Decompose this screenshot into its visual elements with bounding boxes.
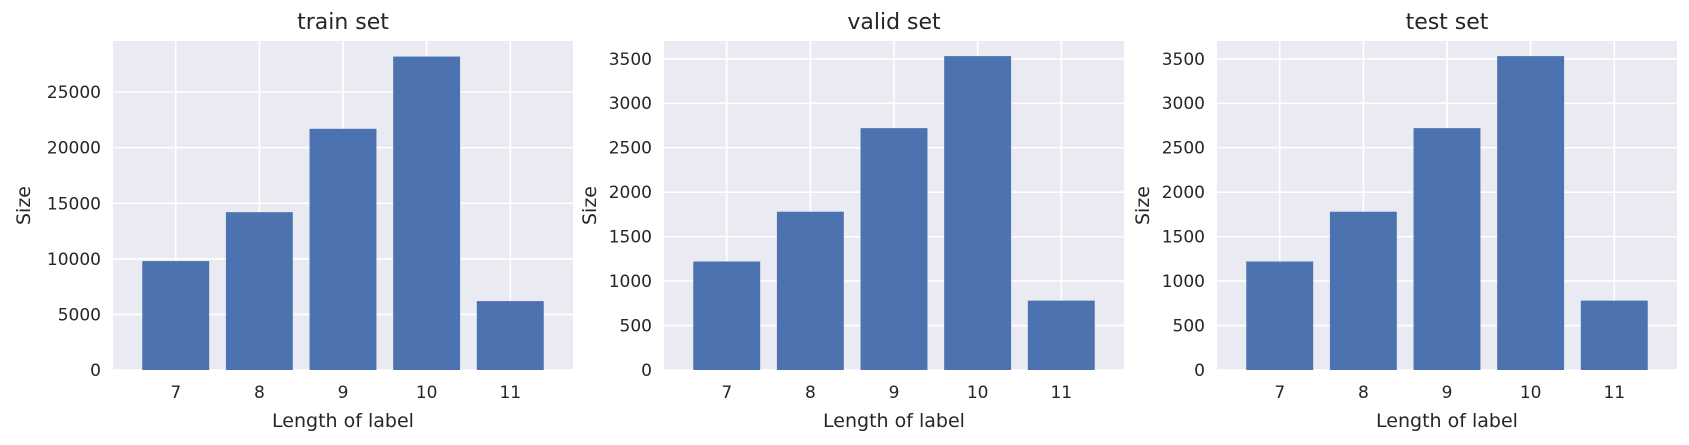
x-tick-label: 7 bbox=[721, 383, 732, 403]
y-tick-label: 1000 bbox=[609, 272, 652, 292]
x-tick-label: 7 bbox=[170, 383, 181, 403]
y-tick-label: 2000 bbox=[1162, 183, 1205, 203]
x-tick-label: 10 bbox=[967, 383, 989, 403]
bar-8 bbox=[1329, 211, 1397, 370]
bar-8 bbox=[225, 212, 293, 370]
bar-10 bbox=[944, 56, 1012, 371]
bar-10 bbox=[393, 56, 461, 370]
y-axis-label: Size bbox=[579, 186, 601, 225]
x-tick-label: 10 bbox=[416, 383, 438, 403]
y-tick-label: 10000 bbox=[47, 250, 101, 270]
bar-11 bbox=[476, 301, 544, 370]
bar-10 bbox=[1497, 56, 1565, 371]
bar-9 bbox=[1413, 128, 1481, 370]
x-tick-label: 9 bbox=[889, 383, 900, 403]
bar-11 bbox=[1027, 300, 1095, 370]
bar-7 bbox=[693, 261, 761, 370]
y-tick-label: 2500 bbox=[609, 139, 652, 159]
y-axis-label: Size bbox=[13, 186, 35, 225]
y-tick-label: 0 bbox=[641, 361, 652, 381]
y-tick-label: 0 bbox=[1194, 361, 1205, 381]
chart-title: train set bbox=[297, 10, 389, 35]
chart-panel-2: 0 500 1000 1500 2000 2500 3000 3500 7 8 9 10 11 test … bbox=[1132, 10, 1677, 432]
chart-title: valid set bbox=[847, 10, 941, 35]
x-tick-label: 9 bbox=[338, 383, 349, 403]
chart-panel-1: 0 500 1000 1500 2000 2500 3000 3500 7 8 9 10 11 valid… bbox=[579, 10, 1124, 432]
x-tick-label: 8 bbox=[805, 383, 816, 403]
x-tick-label: 11 bbox=[1603, 383, 1625, 403]
y-tick-label: 3500 bbox=[1162, 50, 1205, 70]
x-tick-label: 11 bbox=[1050, 383, 1072, 403]
x-axis-label: Length of label bbox=[1376, 410, 1518, 432]
bar-7 bbox=[142, 261, 210, 370]
y-tick-label: 3000 bbox=[1162, 94, 1205, 114]
x-tick-label: 10 bbox=[1520, 383, 1542, 403]
chart-panel-0: 0 5000 10000 15000 20000 25000 7 8 9 10 11 train se… bbox=[13, 10, 573, 432]
x-tick-label: 9 bbox=[1442, 383, 1453, 403]
y-tick-label: 3500 bbox=[609, 50, 652, 70]
y-tick-label: 500 bbox=[620, 317, 652, 337]
x-tick-label: 8 bbox=[1358, 383, 1369, 403]
x-tick-label: 8 bbox=[254, 383, 265, 403]
y-tick-label: 500 bbox=[1173, 317, 1205, 337]
x-axis-label: Length of label bbox=[823, 410, 965, 432]
bar-9 bbox=[309, 128, 377, 370]
x-tick-label: 11 bbox=[499, 383, 521, 403]
y-tick-label: 1500 bbox=[609, 228, 652, 248]
y-tick-label: 2000 bbox=[609, 183, 652, 203]
y-tick-label: 20000 bbox=[47, 139, 101, 159]
y-tick-label: 25000 bbox=[47, 83, 101, 103]
y-tick-label: 2500 bbox=[1162, 139, 1205, 159]
y-axis-label: Size bbox=[1132, 186, 1154, 225]
y-tick-label: 0 bbox=[90, 361, 101, 381]
bar-8 bbox=[776, 211, 844, 370]
bar-9 bbox=[860, 128, 928, 370]
y-tick-label: 1500 bbox=[1162, 228, 1205, 248]
y-tick-label: 1000 bbox=[1162, 272, 1205, 292]
chart-title: test set bbox=[1406, 10, 1489, 35]
y-tick-label: 3000 bbox=[609, 94, 652, 114]
x-axis-label: Length of label bbox=[272, 410, 414, 432]
bar-7 bbox=[1246, 261, 1314, 370]
y-tick-label: 5000 bbox=[58, 305, 101, 325]
x-tick-label: 7 bbox=[1274, 383, 1285, 403]
y-tick-label: 15000 bbox=[47, 194, 101, 214]
bar-11 bbox=[1580, 300, 1648, 370]
